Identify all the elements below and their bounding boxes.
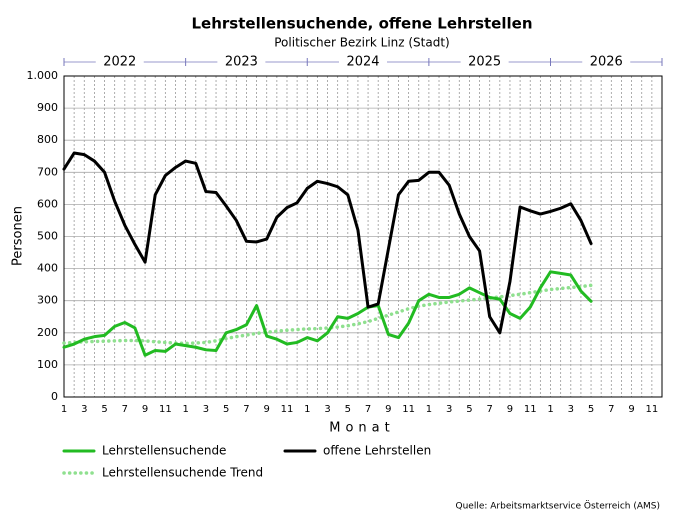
x-tick-label: 1 — [547, 404, 553, 415]
series-line — [62, 151, 593, 335]
chart-subtitle: Politischer Bezirk Linz (Stadt) — [274, 36, 450, 50]
y-tick-label: 400 — [37, 262, 58, 275]
legend-label: offene Lehrstellen — [323, 444, 431, 458]
x-tick-label: 7 — [122, 404, 128, 415]
x-tick-label: 7 — [487, 404, 493, 415]
x-tick-label: 9 — [507, 404, 513, 415]
year-label: 2026 — [590, 55, 623, 70]
x-tick-label: 1 — [426, 404, 432, 415]
x-tick-label: 1 — [182, 404, 188, 415]
series-line — [62, 270, 593, 357]
x-tick-label: 11 — [524, 404, 537, 415]
y-tick-label: 200 — [37, 326, 58, 339]
x-tick-label: 5 — [101, 404, 107, 415]
x-tick-label: 3 — [568, 404, 574, 415]
y-tick-label: 600 — [37, 197, 58, 210]
x-tick-label: 5 — [223, 404, 229, 415]
x-tick-label: 5 — [466, 404, 472, 415]
y-tick-label: 1.000 — [27, 69, 59, 82]
year-label: 2023 — [225, 55, 258, 70]
series-line — [62, 283, 593, 346]
year-label: 2024 — [346, 55, 379, 70]
legend-label: Lehrstellensuchende — [102, 444, 226, 458]
chart-title: Lehrstellensuchende, offene Lehrstellen — [192, 15, 533, 33]
x-tick-label: 7 — [608, 404, 614, 415]
source: Quelle: Arbeitsmarktservice Österreich (… — [456, 501, 661, 512]
year-label: 2025 — [468, 55, 501, 70]
x-tick-label: 7 — [243, 404, 249, 415]
x-tick-label: 11 — [159, 404, 172, 415]
x-axis-label: Monat — [329, 421, 394, 436]
year-label-bg — [582, 54, 631, 70]
y-tick-label: 100 — [37, 358, 58, 371]
y-tick-label: 0 — [51, 390, 58, 403]
x-tick-label: 5 — [588, 404, 594, 415]
year-label-bg — [95, 54, 144, 70]
year-label-bg — [460, 54, 509, 70]
x-tick-label: 11 — [645, 404, 658, 415]
x-tick-label: 9 — [385, 404, 391, 415]
y-tick-label: 700 — [37, 165, 58, 178]
y-axis-label: Personen — [11, 206, 26, 266]
year-label-bg — [217, 54, 266, 70]
x-tick-label: 9 — [264, 404, 270, 415]
y-tick-label: 500 — [37, 230, 58, 243]
year-label: 2022 — [103, 55, 136, 70]
x-tick-label: 3 — [203, 404, 209, 415]
x-tick-label: 11 — [281, 404, 294, 415]
plot-frame — [63, 75, 663, 398]
y-tick-label: 800 — [37, 133, 58, 146]
x-tick-label: 1 — [304, 404, 310, 415]
y-tick-label: 300 — [37, 294, 58, 307]
x-tick-label: 9 — [628, 404, 634, 415]
legend-label: Lehrstellensuchende Trend — [102, 466, 263, 480]
year-label-bg — [339, 54, 387, 70]
x-tick-label: 1 — [61, 404, 67, 415]
y-tick-label: 900 — [37, 101, 58, 114]
x-tick-label: 9 — [142, 404, 148, 415]
x-tick-label: 3 — [446, 404, 452, 415]
x-tick-label: 3 — [324, 404, 330, 415]
x-tick-label: 11 — [402, 404, 415, 415]
x-tick-label: 5 — [345, 404, 351, 415]
x-tick-label: 3 — [81, 404, 87, 415]
x-tick-label: 7 — [365, 404, 371, 415]
